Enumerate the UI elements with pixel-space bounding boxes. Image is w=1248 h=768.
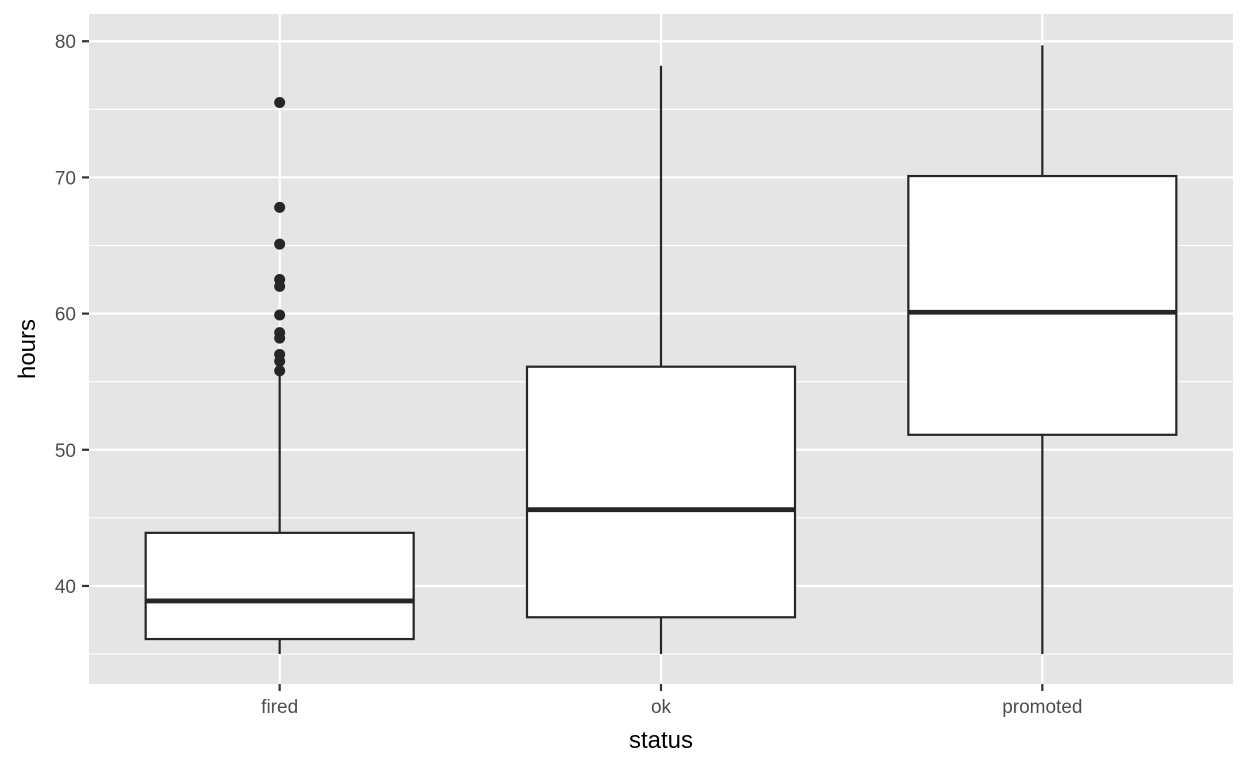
outlier-point: [274, 97, 286, 109]
x-axis-title: status: [629, 727, 693, 754]
x-tick-label: ok: [651, 697, 672, 718]
outlier-point: [274, 348, 286, 360]
x-tick-label: fired: [261, 697, 298, 718]
outlier-point: [274, 274, 286, 286]
box-promoted: [907, 45, 1178, 655]
y-tick-label: 60: [55, 305, 76, 326]
x-tick-label: promoted: [1002, 697, 1082, 718]
box-iqr: [525, 365, 797, 619]
axes: 40 50 60 70 80 fired ok promoted: [55, 32, 1083, 718]
box-iqr: [144, 531, 415, 641]
y-tick-label: 80: [55, 32, 76, 53]
y-tick-label: 70: [55, 168, 76, 189]
box-iqr: [907, 174, 1178, 436]
box-ok: [525, 65, 797, 655]
y-tick-label: 50: [55, 441, 76, 462]
boxes: [144, 45, 1178, 655]
outlier-point: [274, 365, 286, 377]
box-fired: [144, 97, 415, 655]
outlier-point: [274, 201, 286, 213]
outlier-point: [274, 309, 286, 321]
y-tick-label: 40: [55, 577, 76, 598]
y-axis-title: hours: [14, 319, 41, 379]
outlier-point: [274, 238, 286, 250]
outlier-point: [274, 327, 286, 339]
